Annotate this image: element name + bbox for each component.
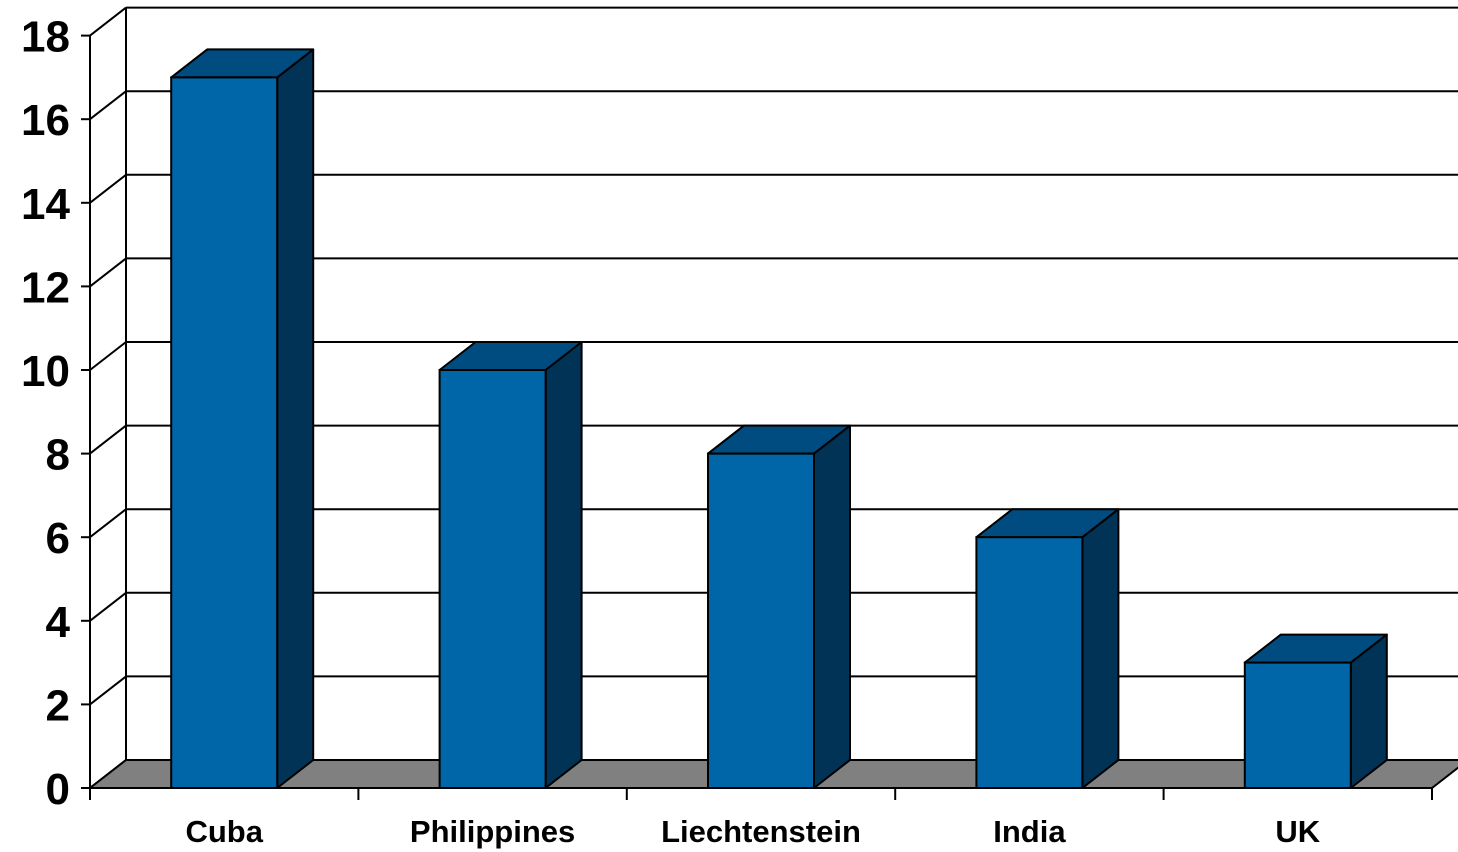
x-category-label: UK xyxy=(1275,814,1320,849)
y-tick-label: 4 xyxy=(46,598,71,647)
bar-uk xyxy=(1243,633,1388,789)
y-tick-label: 0 xyxy=(46,765,70,814)
side-wall-gridline xyxy=(89,257,127,288)
y-tick-label: 12 xyxy=(21,263,70,312)
y-tick-label: 16 xyxy=(21,96,70,145)
bar-side-face xyxy=(813,424,851,789)
y-tick-label: 8 xyxy=(46,431,70,480)
side-wall-gridline xyxy=(89,6,127,37)
bar-philippines xyxy=(438,341,583,789)
x-category-label: Cuba xyxy=(185,814,263,849)
bar-front-face xyxy=(975,536,1084,790)
y-axis-tick-labels: 0 2 4 6 8 10 12 14 16 18 xyxy=(21,13,70,814)
side-wall-gridline xyxy=(89,90,127,120)
side-wall-gridline xyxy=(89,508,127,538)
bar-side-face xyxy=(544,341,583,789)
y-tick-label: 18 xyxy=(21,13,70,62)
bar-front-face xyxy=(438,369,547,789)
bar-side-face xyxy=(1081,508,1120,789)
x-category-label: India xyxy=(993,814,1066,849)
bar-side-face xyxy=(276,48,315,789)
side-wall-gridline xyxy=(89,424,127,455)
side-wall-gridline xyxy=(89,592,127,622)
bar-liechtenstein xyxy=(707,424,851,789)
bars xyxy=(170,48,1388,790)
y-tick-label: 6 xyxy=(46,514,70,563)
x-axis-category-labels: Cuba Philippines Liechtenstein India UK xyxy=(185,814,1320,849)
bar-front-face xyxy=(707,452,815,789)
side-wall-gridline xyxy=(89,341,127,371)
side-wall-gridline xyxy=(89,675,127,706)
y-tick-label: 10 xyxy=(21,347,70,396)
bar-front-face xyxy=(170,76,279,789)
bar-cuba xyxy=(170,48,315,789)
x-category-label: Philippines xyxy=(410,814,575,849)
x-category-label: Liechtenstein xyxy=(661,814,861,849)
bar-front-face xyxy=(1243,661,1352,789)
side-wall-gridline xyxy=(89,174,127,204)
bar-india xyxy=(975,508,1120,790)
y-tick-label: 2 xyxy=(46,681,70,730)
y-tick-label: 14 xyxy=(21,180,70,229)
